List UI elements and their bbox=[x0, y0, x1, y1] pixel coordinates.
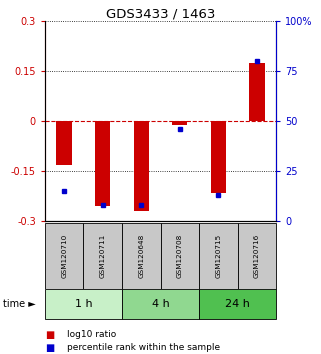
Text: GSM120711: GSM120711 bbox=[100, 234, 106, 278]
Text: GSM120710: GSM120710 bbox=[61, 234, 67, 278]
Text: ■: ■ bbox=[45, 330, 54, 339]
Bar bbox=[45, 223, 83, 289]
Title: GDS3433 / 1463: GDS3433 / 1463 bbox=[106, 7, 215, 20]
Bar bbox=[134, 121, 149, 211]
Text: log10 ratio: log10 ratio bbox=[67, 330, 117, 339]
Bar bbox=[249, 63, 265, 121]
Bar bbox=[83, 223, 122, 289]
Text: ■: ■ bbox=[45, 343, 54, 353]
Bar bbox=[238, 223, 276, 289]
Text: time ►: time ► bbox=[3, 298, 36, 309]
Bar bbox=[172, 121, 187, 125]
Text: 24 h: 24 h bbox=[225, 298, 250, 309]
Text: GSM120715: GSM120715 bbox=[215, 234, 221, 278]
Bar bbox=[160, 223, 199, 289]
Text: percentile rank within the sample: percentile rank within the sample bbox=[67, 343, 221, 352]
Bar bbox=[122, 223, 160, 289]
Bar bbox=[199, 223, 238, 289]
Bar bbox=[95, 121, 110, 206]
Text: 1 h: 1 h bbox=[75, 298, 92, 309]
Text: 4 h: 4 h bbox=[152, 298, 169, 309]
Text: GSM120648: GSM120648 bbox=[138, 234, 144, 278]
Text: GSM120708: GSM120708 bbox=[177, 234, 183, 278]
Bar bbox=[56, 121, 72, 165]
Bar bbox=[199, 289, 276, 319]
Bar bbox=[122, 289, 199, 319]
Bar bbox=[45, 289, 122, 319]
Bar bbox=[211, 121, 226, 193]
Text: GSM120716: GSM120716 bbox=[254, 234, 260, 278]
